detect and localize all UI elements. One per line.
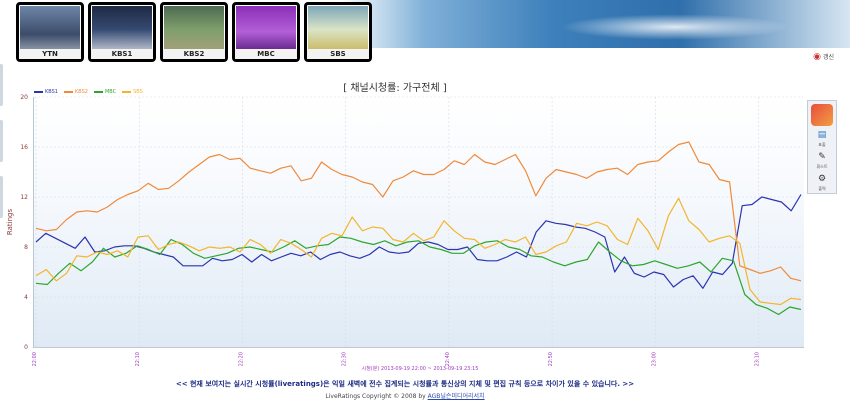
ratings-notice: << 현재 보여지는 실시간 시청률(liveratings)은 익일 새벽에 … — [175, 380, 635, 388]
channel-label: YTN — [19, 49, 81, 59]
x-tick-label: 23:00 — [651, 352, 657, 366]
tool-label: 출력 — [818, 186, 826, 191]
legend-item-mbc: MBC — [93, 89, 117, 95]
y-tick-label: 20 — [20, 94, 28, 101]
footer-copyright: LiveRatings Copyright © 2008 by — [325, 393, 426, 400]
x-axis-label: 시청(분) 2013-09-19 22:00 ~ 2013-09-19 23:1… — [362, 366, 479, 372]
y-tick-label: 12 — [20, 194, 28, 201]
x-tick-label: 22:10 — [135, 352, 141, 366]
footer-link[interactable]: AGB닐슨미디어리서치 — [427, 393, 485, 400]
refresh-button[interactable]: ◉ 갱신 — [813, 52, 834, 62]
x-tick-label: 22:40 — [445, 352, 451, 366]
plot-area — [33, 97, 804, 348]
legend-label: KBS2 — [74, 89, 88, 95]
channel-label: KBS1 — [91, 49, 153, 59]
chart-type-button[interactable] — [811, 104, 833, 126]
legend-label: SBS — [133, 89, 143, 95]
channel-thumb-kbs2[interactable]: KBS2 — [160, 2, 228, 62]
series-line-mbc — [35, 236, 802, 316]
tool-gear[interactable]: ⚙ 출력 — [812, 173, 832, 192]
legend-item-sbs: SBS — [122, 89, 143, 95]
cloud-decoration — [560, 14, 790, 40]
tool-chart[interactable]: ▤ 표출 — [812, 129, 832, 148]
x-tick-label: 22:30 — [342, 352, 348, 366]
chart-icon: ▤ — [817, 130, 827, 140]
y-axis-label: Ratings — [6, 209, 14, 236]
refresh-label: 갱신 — [822, 54, 834, 61]
footer: LiveRatings Copyright © 2008 by AGB닐슨미디어… — [0, 391, 810, 402]
x-tick-label: 22:20 — [238, 352, 244, 366]
pencil-icon: ✎ — [818, 152, 826, 162]
y-tick-label: 8 — [24, 244, 28, 251]
legend-label: MBC — [104, 89, 117, 95]
x-tick-label: 22:00 — [32, 352, 38, 366]
tool-panel: ▤ 표출 ✎ 휘스트 ⚙ 출력 — [807, 100, 837, 194]
x-tick-label: 23:10 — [755, 352, 761, 366]
series-line-kbs2 — [35, 141, 802, 282]
y-tick-label: 4 — [24, 294, 28, 301]
channel-label: SBS — [307, 49, 369, 59]
x-tick-label: 22:50 — [548, 352, 554, 366]
chart-title: [ 채널시청률: 가구전체 ] — [343, 83, 447, 94]
legend-item-kbs2: KBS2 — [63, 89, 88, 95]
gear-icon: ⚙ — [817, 174, 827, 184]
left-edge-tabs — [0, 64, 3, 232]
series-line-kbs1 — [35, 194, 802, 289]
series-line-sbs — [35, 197, 802, 306]
channel-thumbnails: YTN KBS1 KBS2 MBC SBS — [16, 2, 372, 62]
y-tick-label: 16 — [20, 144, 28, 151]
y-tick-label: 0 — [24, 344, 28, 351]
legend-item-kbs1: KBS1 — [34, 89, 58, 95]
channel-thumb-ytn[interactable]: YTN — [16, 2, 84, 62]
channel-thumb-mbc[interactable]: MBC — [232, 2, 300, 62]
tool-label: 휘스트 — [816, 164, 828, 169]
channel-thumb-kbs1[interactable]: KBS1 — [88, 2, 156, 62]
channel-label: KBS2 — [163, 49, 225, 59]
legend-label: KBS1 — [45, 89, 58, 95]
channel-label: MBC — [235, 49, 297, 59]
tool-pencil[interactable]: ✎ 휘스트 — [812, 151, 832, 170]
channel-thumb-sbs[interactable]: SBS — [304, 2, 372, 62]
chart-legend: KBS1 KBS2 MBC SBS — [34, 89, 143, 95]
refresh-icon: ◉ — [813, 52, 822, 62]
tool-label: 표출 — [818, 142, 826, 147]
